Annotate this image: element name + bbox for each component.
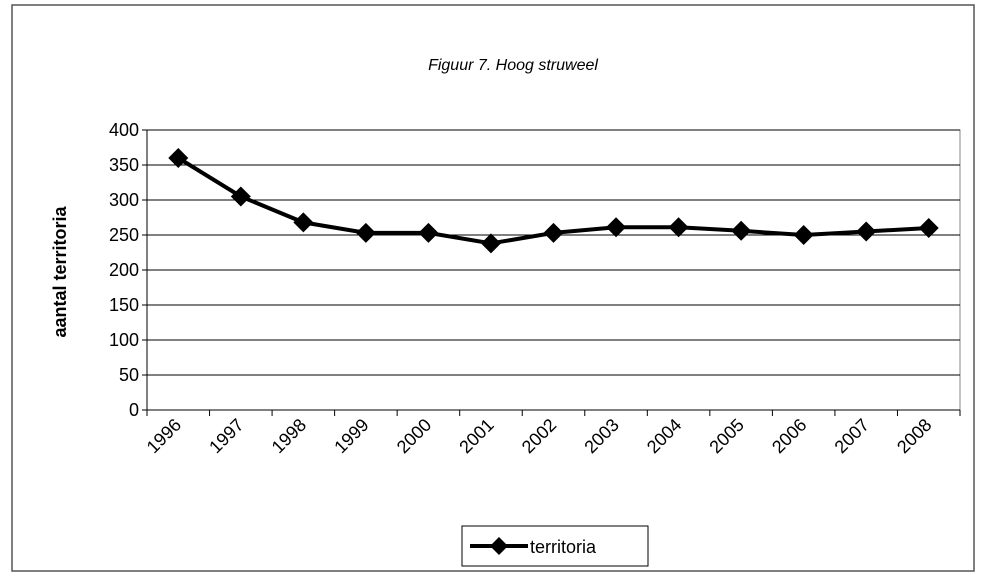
data-point	[793, 225, 814, 245]
y-tick-label: 250	[109, 225, 139, 245]
y-tick-label: 200	[109, 260, 139, 280]
data-point	[668, 217, 689, 238]
data-point	[230, 186, 251, 207]
data-point	[731, 220, 752, 241]
legend-marker	[490, 537, 508, 555]
y-tick-label: 50	[119, 365, 139, 385]
y-tick-label: 150	[109, 295, 139, 315]
data-point	[355, 222, 376, 243]
data-point	[606, 217, 627, 238]
data-point	[918, 218, 939, 238]
y-tick-label: 400	[109, 120, 139, 140]
chart-title: Figuur 7. Hoog struweel	[428, 57, 598, 74]
y-axis-label: aantal territoria	[50, 205, 70, 337]
y-tick-label: 0	[129, 400, 139, 420]
y-tick-label: 100	[109, 330, 139, 350]
data-point	[856, 221, 877, 242]
data-point	[293, 212, 314, 233]
data-point	[480, 233, 501, 254]
y-tick-label: 300	[109, 190, 139, 210]
data-point	[543, 222, 564, 243]
data-point	[418, 222, 439, 243]
data-point	[168, 148, 189, 168]
y-tick-label: 350	[109, 155, 139, 175]
legend-label: territoria	[530, 537, 597, 557]
